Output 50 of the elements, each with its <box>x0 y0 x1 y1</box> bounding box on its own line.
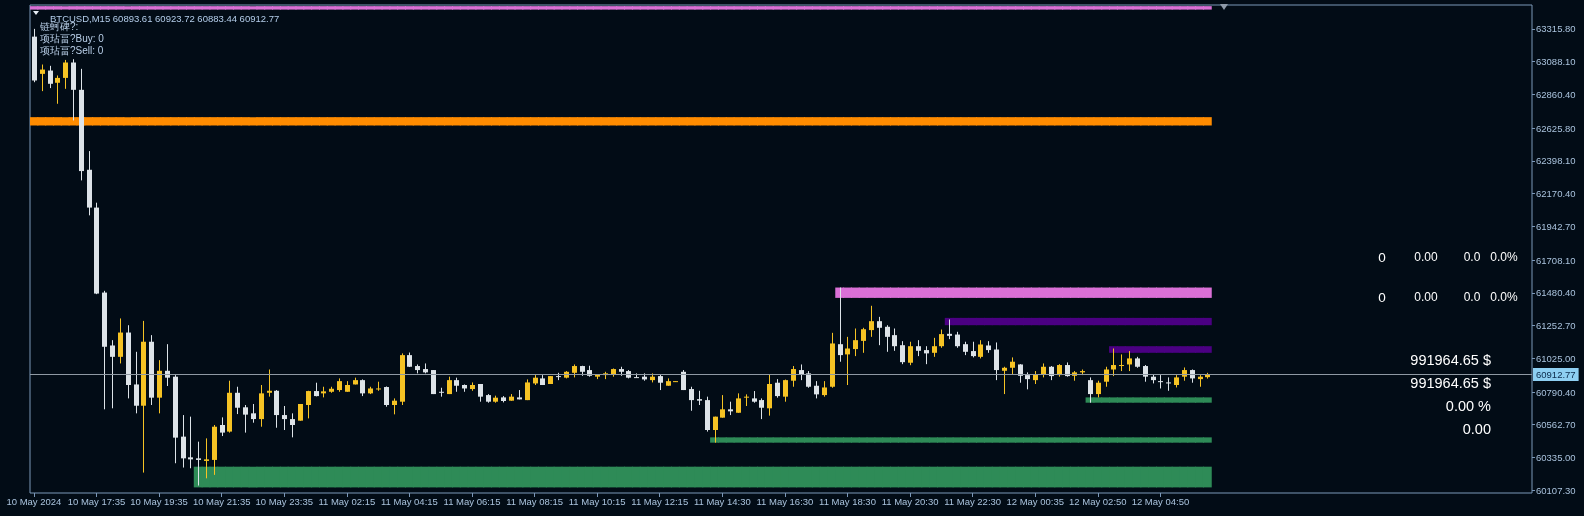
x-tick-label: 11 May 04:15 <box>380 495 438 507</box>
y-tick-label: 61025.00 <box>1536 352 1576 364</box>
x-tick-label: 11 May 16:30 <box>756 495 814 507</box>
ref-line-label: 60912.77 <box>1536 368 1576 380</box>
x-tick-label: 11 May 14:30 <box>693 495 751 507</box>
y-tick-label: 60790.40 <box>1536 386 1576 398</box>
x-tick-label: 12 May 04:50 <box>1131 495 1190 507</box>
annotation: 0 <box>1378 249 1386 265</box>
x-tick-label: 11 May 06:15 <box>443 495 501 507</box>
x-tick-label: 11 May 10:15 <box>568 495 626 507</box>
y-tick-label: 62625.80 <box>1536 122 1576 134</box>
x-tick-label: 11 May 20:30 <box>881 495 939 507</box>
y-tick-label: 61252.70 <box>1536 320 1576 332</box>
annotation: 0.0% <box>1490 290 1518 304</box>
x-tick-label: 11 May 02:15 <box>318 495 376 507</box>
x-tick-label: 11 May 22:30 <box>944 495 1002 507</box>
y-tick-label: 63088.10 <box>1536 56 1576 68</box>
annotation: 0.0 <box>1463 290 1481 304</box>
y-tick-label: 62398.10 <box>1536 155 1576 167</box>
x-tick-label: 10 May 19:35 <box>130 495 188 507</box>
x-tick-label: 10 May 23:35 <box>255 495 314 507</box>
y-tick-label: 60562.70 <box>1536 419 1576 431</box>
y-tick-label: 60107.30 <box>1536 484 1576 496</box>
y-tick-label: 60335.00 <box>1536 451 1576 463</box>
annotation: 0.00 <box>1414 250 1438 264</box>
y-tick-label: 61942.70 <box>1536 220 1576 232</box>
annotation: 991964.65 $ <box>1410 352 1491 368</box>
y-tick-label: 62170.40 <box>1536 188 1576 200</box>
x-tick-label: 10 May 17:35 <box>67 495 126 507</box>
x-tick-label: 12 May 00:35 <box>1006 495 1065 507</box>
y-tick-label: 61708.10 <box>1536 254 1576 266</box>
text: BTCUSD,M15 60893.61 60923.72 60883.44 60912.77 <box>50 12 280 24</box>
x-tick-label: 12 May 02:50 <box>1069 495 1127 507</box>
x-tick-label: 10 May 21:35 <box>192 495 251 507</box>
x-tick-label: 11 May 12:15 <box>631 495 689 507</box>
annotation: 项玷畐?Buy: 0 <box>40 32 105 44</box>
annotation: 项玷畐?Sell: 0 <box>40 44 104 56</box>
annotation: 0.0 <box>1463 250 1481 264</box>
x-tick-label: 10 May 2024 <box>6 495 62 507</box>
y-tick-label: 61480.40 <box>1536 287 1576 299</box>
annotation: 0.0% <box>1490 250 1518 264</box>
y-tick-label: 62860.40 <box>1536 88 1576 100</box>
y-tick-label: 63315.80 <box>1536 23 1576 35</box>
annotation: 991964.65 $ <box>1410 375 1491 391</box>
x-tick-label: 11 May 08:15 <box>506 495 564 507</box>
annotation: 0.00 <box>1414 290 1438 304</box>
x-tick-label: 11 May 18:30 <box>819 495 876 507</box>
annotation: 0 <box>1378 289 1386 305</box>
annotation: 0.00 % <box>1445 398 1492 414</box>
annotation: 0.00 <box>1462 421 1491 437</box>
